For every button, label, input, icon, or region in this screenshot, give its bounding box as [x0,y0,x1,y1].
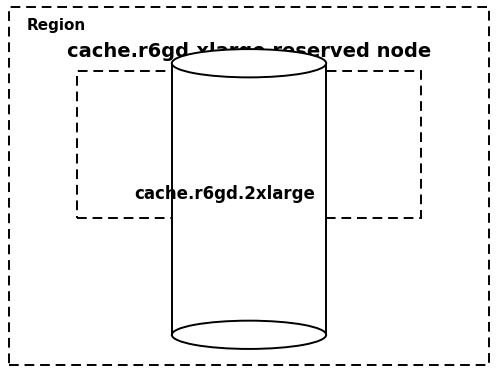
Polygon shape [172,63,326,335]
Ellipse shape [172,321,326,349]
Text: Region: Region [26,18,86,33]
Ellipse shape [172,49,326,77]
Ellipse shape [172,49,326,77]
Text: cache.r6gd.2xlarge: cache.r6gd.2xlarge [134,185,315,203]
Text: cache.r6gd.xlarge reserved node: cache.r6gd.xlarge reserved node [67,42,431,61]
